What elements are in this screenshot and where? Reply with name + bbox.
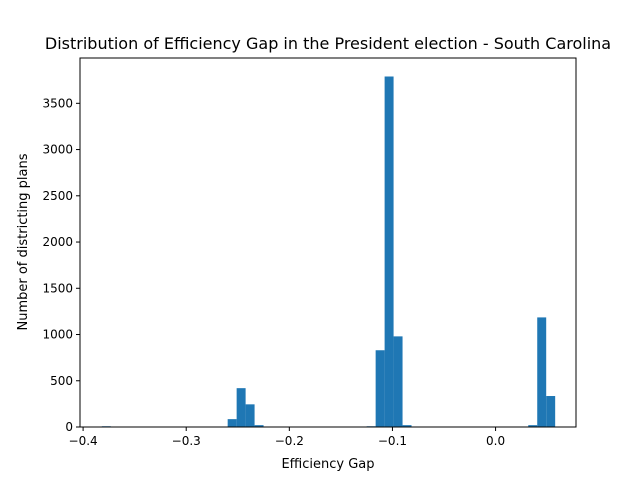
histogram-bar: [393, 336, 403, 427]
histogram-bar: [384, 76, 394, 427]
plot-area: −0.4 −0.3 −0.2 −0.1 0.0 0 500 1000 1500 2000 2500…: [42, 57, 577, 448]
y-tick-label: 1500: [42, 281, 73, 295]
histogram-bar: [375, 350, 385, 427]
y-tick-label: 3500: [42, 96, 73, 110]
y-tick-label: 0: [65, 420, 73, 434]
histogram-bar: [227, 419, 237, 427]
x-tick-label: 0.0: [486, 434, 505, 448]
histogram-bar: [402, 425, 412, 427]
histogram-bar: [254, 425, 264, 427]
histogram-bar: [537, 317, 547, 427]
y-axis-label: Number of districting plans: [16, 153, 31, 330]
y-tick-label: 2500: [42, 189, 73, 203]
y-tick-label: 1000: [42, 328, 73, 342]
y-axis-ticks: 0 500 1000 1500 2000 2500 3000 3500: [42, 96, 80, 434]
y-tick-label: 2000: [42, 235, 73, 249]
histogram-bar: [245, 404, 255, 427]
x-tick-label: −0.1: [378, 434, 407, 448]
histogram-bar: [236, 388, 246, 427]
x-tick-label: −0.2: [275, 434, 304, 448]
x-axis-ticks: −0.4 −0.3 −0.2 −0.1 0.0: [69, 427, 505, 448]
y-tick-label: 500: [50, 374, 73, 388]
histogram-bar: [528, 425, 538, 427]
chart-title: Distribution of Efficiency Gap in the Pr…: [45, 34, 611, 53]
x-tick-label: −0.4: [69, 434, 98, 448]
x-tick-label: −0.3: [172, 434, 201, 448]
x-axis-label: Efficiency Gap: [281, 457, 374, 472]
y-tick-label: 3000: [42, 143, 73, 157]
histogram-bar: [546, 396, 556, 427]
histogram-bars: [101, 76, 556, 427]
